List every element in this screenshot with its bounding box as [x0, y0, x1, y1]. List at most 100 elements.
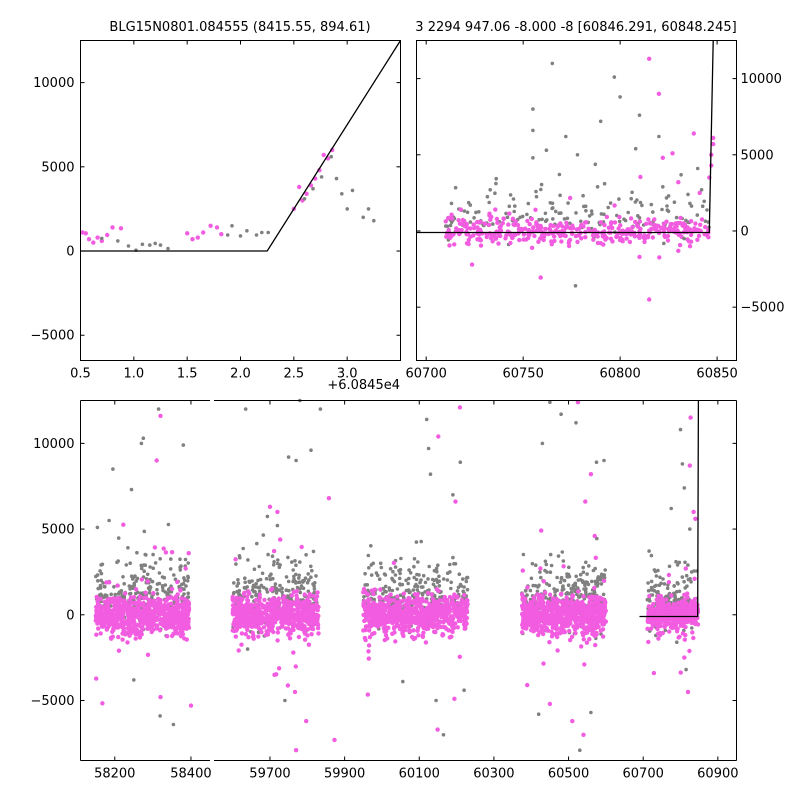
pink-point	[465, 241, 469, 245]
pink-point	[465, 598, 469, 602]
pink-point	[585, 641, 589, 645]
pink-point	[542, 238, 546, 242]
pink-point	[277, 616, 281, 620]
tl-xtick-label: 2.0	[230, 367, 251, 382]
pink-point	[394, 617, 398, 621]
pink-point	[529, 619, 533, 623]
gray-point	[246, 558, 250, 562]
pink-point	[627, 227, 631, 231]
gray-point	[581, 566, 585, 570]
pink-point	[244, 632, 248, 636]
pink-point	[495, 217, 499, 221]
gray-point	[474, 211, 478, 215]
pink-point	[449, 629, 453, 633]
pink-point	[531, 225, 535, 229]
pink-point	[579, 608, 583, 612]
pink-point	[667, 580, 671, 584]
pink-point	[636, 234, 640, 238]
tl-ytick-label: 0	[66, 245, 74, 260]
gray-point	[702, 200, 706, 204]
pink-point	[449, 614, 453, 618]
pink-point	[532, 595, 536, 599]
pink-point	[181, 607, 185, 611]
pink-point	[529, 624, 533, 628]
gray-point	[367, 554, 371, 558]
pink-point	[291, 650, 295, 654]
gray-point	[243, 576, 247, 580]
pink-point	[105, 604, 109, 608]
pink-point	[105, 233, 109, 237]
gray-point	[705, 208, 709, 212]
pink-point	[455, 610, 459, 614]
pink-point	[652, 217, 656, 221]
gray-point	[653, 585, 657, 589]
pink-point	[443, 614, 447, 618]
gray-point	[438, 584, 442, 588]
pink-point	[610, 239, 614, 243]
pink-point	[259, 630, 263, 634]
gray-point	[287, 580, 291, 584]
model-line-top-left	[81, 41, 401, 252]
gray-point	[512, 197, 516, 201]
pink-point	[630, 225, 634, 229]
pink-point	[554, 622, 558, 626]
pink-point	[275, 638, 279, 642]
gray-point	[169, 557, 173, 561]
pink-point	[581, 622, 585, 626]
pink-point	[134, 636, 138, 640]
pink-point	[391, 607, 395, 611]
pink-point	[581, 594, 585, 598]
pink-point	[256, 624, 260, 628]
gray-point	[424, 581, 428, 585]
gray-point	[584, 561, 588, 565]
pink-point	[276, 630, 280, 634]
pink-point	[443, 625, 447, 629]
gray-point	[255, 542, 259, 546]
gray-point	[609, 201, 613, 205]
pink-point	[300, 545, 304, 549]
pink-point	[178, 588, 182, 592]
pink-point	[142, 621, 146, 625]
pink-point	[362, 603, 366, 607]
gray-point	[551, 202, 555, 206]
pink-point	[168, 623, 172, 627]
pink-point	[511, 222, 515, 226]
pink-point	[454, 605, 458, 609]
gray-point	[253, 567, 257, 571]
pink-point	[657, 92, 661, 96]
pink-point	[111, 635, 115, 639]
pink-point	[516, 223, 520, 227]
gray-point	[151, 580, 155, 584]
pink-point	[601, 634, 605, 638]
pink-point	[570, 595, 574, 599]
pink-point	[262, 598, 266, 602]
gray-point	[562, 559, 566, 563]
gray-point	[389, 567, 393, 571]
gray-point	[661, 185, 665, 189]
pink-point	[388, 592, 392, 596]
gray-point	[257, 565, 261, 569]
pink-point	[586, 227, 590, 231]
gray-point	[579, 573, 583, 577]
gray-point	[312, 550, 316, 554]
gray-point	[417, 573, 421, 577]
pink-point	[178, 626, 182, 630]
gray-point	[659, 582, 663, 586]
pink-point	[471, 233, 475, 237]
gray-point	[250, 579, 254, 583]
pink-point	[143, 591, 147, 595]
gray-point	[540, 183, 544, 187]
gray-point	[653, 568, 657, 572]
gray-point	[544, 212, 548, 216]
gray-point	[461, 577, 465, 581]
pink-point	[602, 223, 606, 227]
gray-point	[581, 194, 585, 198]
gray-point	[685, 574, 689, 578]
pink-point	[255, 620, 259, 624]
pink-point	[184, 566, 188, 570]
pink-point	[527, 605, 531, 609]
gray-point	[412, 565, 416, 569]
gray-point	[412, 588, 416, 592]
gray-point	[232, 581, 236, 585]
